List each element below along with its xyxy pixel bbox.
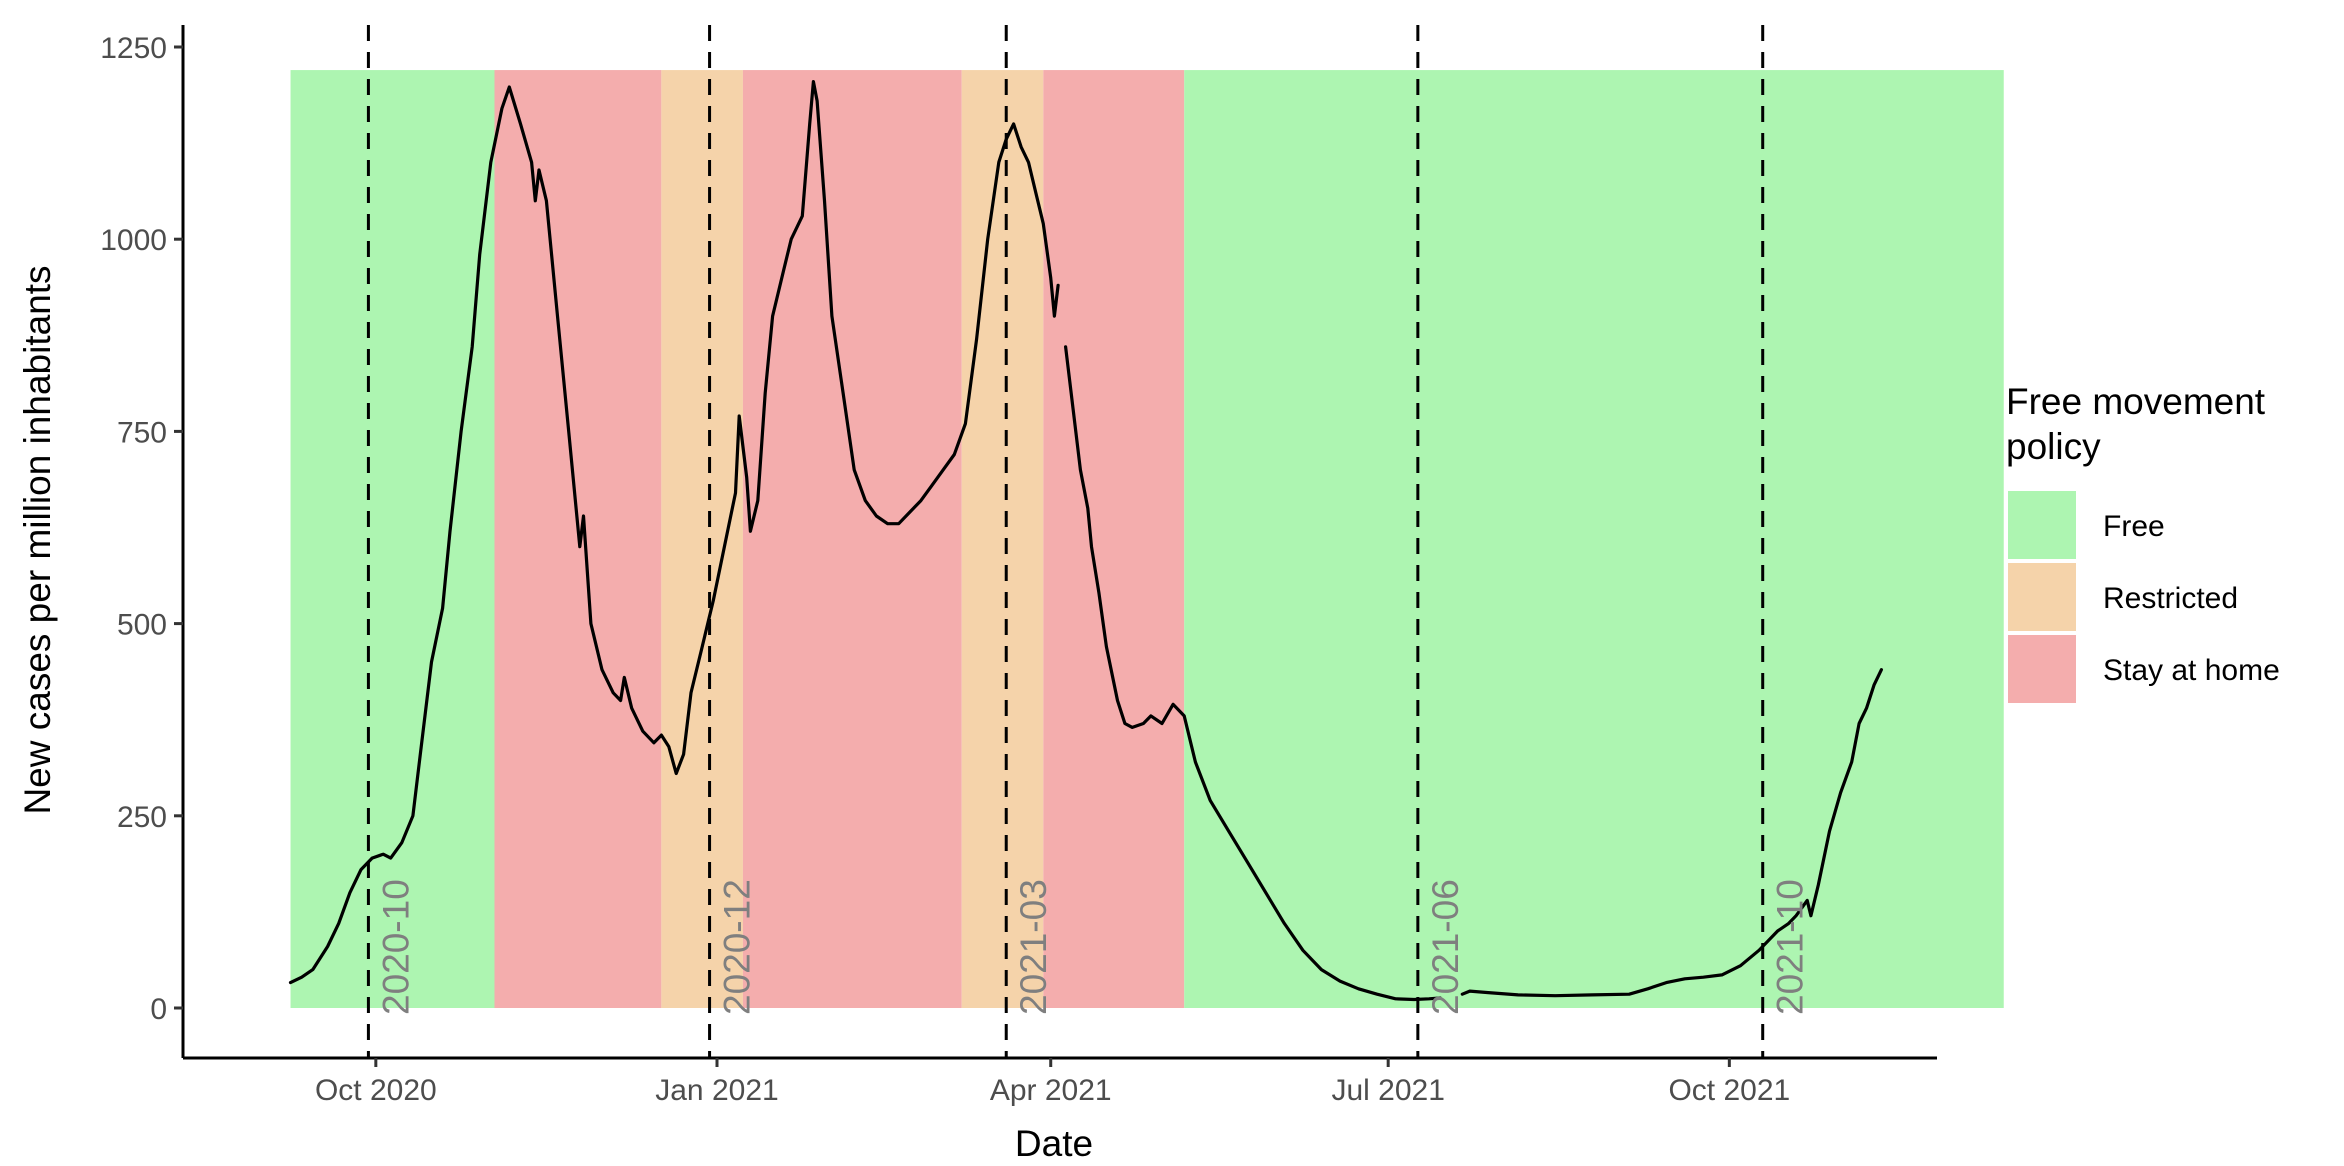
legend-label: Stay at home bbox=[2103, 654, 2280, 687]
legend-label: Restricted bbox=[2103, 582, 2238, 615]
y-tick-label: 250 bbox=[117, 801, 167, 834]
y-tick-label: 0 bbox=[150, 993, 167, 1026]
series-line-segment bbox=[1064, 345, 1442, 1002]
y-axis-title: New cases per million inhabitants bbox=[17, 265, 58, 814]
legend-swatch bbox=[2008, 491, 2076, 559]
cases-series bbox=[288, 80, 1883, 1002]
legend-swatch bbox=[2008, 635, 2076, 703]
vertical-line-label: 2021-06 bbox=[1425, 879, 1466, 1015]
series-line-segment bbox=[288, 80, 1060, 985]
x-tick-label: Apr 2021 bbox=[990, 1074, 1112, 1107]
policy-bands bbox=[290, 70, 2004, 1008]
policy-band bbox=[661, 70, 743, 1008]
y-tick-label: 1250 bbox=[100, 32, 167, 65]
y-tick-label: 1000 bbox=[100, 224, 167, 257]
legend: Free movement policy Free Restricted Stay at… bbox=[2006, 381, 2280, 703]
x-tick-label: Oct 2020 bbox=[315, 1074, 437, 1107]
policy-band bbox=[742, 70, 962, 1008]
vertical-line-label: 2020-10 bbox=[375, 879, 416, 1015]
x-tick-label: Jul 2021 bbox=[1331, 1074, 1444, 1107]
legend-title: Free movement policy bbox=[2006, 381, 2266, 467]
axes: 0 250 500 750 1000 1250 Oct 2020 Jan 2021 Apr 20… bbox=[100, 25, 1937, 1107]
vertical-line-label: 2020-12 bbox=[717, 879, 758, 1015]
x-axis-title: Date bbox=[1015, 1123, 1093, 1164]
policy-band bbox=[1184, 70, 2004, 1008]
vertical-line-label: 2021-10 bbox=[1770, 879, 1811, 1015]
y-tick-label: 750 bbox=[117, 416, 167, 449]
policy-band bbox=[1043, 70, 1185, 1008]
x-tick-label: Jan 2021 bbox=[655, 1074, 778, 1107]
policy-band bbox=[961, 70, 1044, 1008]
x-tick-label: Oct 2021 bbox=[1668, 1074, 1790, 1107]
vertical-reference-lines: 2020-10 2020-12 2021-03 2021-06 2021-10 bbox=[366, 25, 1811, 1058]
legend-swatch bbox=[2008, 563, 2076, 631]
legend-label: Free bbox=[2103, 510, 2165, 543]
vertical-line-label: 2021-03 bbox=[1013, 879, 1054, 1015]
y-tick-label: 500 bbox=[117, 609, 167, 642]
series-line-segment bbox=[1460, 668, 1883, 998]
policy-band bbox=[290, 70, 495, 1008]
